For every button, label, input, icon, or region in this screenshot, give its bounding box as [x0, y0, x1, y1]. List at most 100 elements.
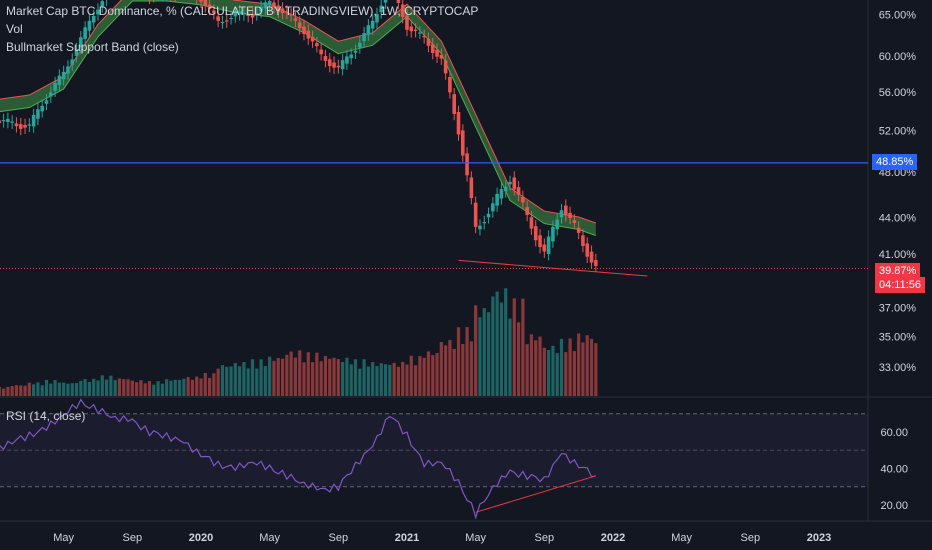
candle-body — [478, 225, 482, 230]
candle-body — [379, 5, 384, 13]
candle-body — [18, 124, 23, 129]
volume-bar — [551, 345, 555, 396]
volume-bar — [444, 345, 448, 396]
rsi-divergence-line — [475, 475, 596, 513]
x-tick-label-4: Sep — [329, 532, 349, 544]
volume-bar — [516, 322, 521, 396]
candle-body — [353, 50, 358, 53]
candle-body — [418, 32, 422, 34]
candle-body — [203, 0, 208, 7]
candle-body — [503, 186, 508, 192]
candle-body — [581, 235, 585, 246]
candle-body — [224, 20, 229, 22]
candle-body — [66, 66, 70, 74]
candle-body — [409, 26, 414, 32]
candle-body — [452, 94, 457, 114]
volume-bar — [117, 378, 122, 396]
volume-legend[interactable]: Vol — [6, 22, 23, 36]
candle-body — [250, 14, 255, 18]
price-tick-label-4: 48.00% — [879, 167, 917, 179]
volume-bar — [190, 379, 195, 396]
volume-bar — [70, 383, 74, 396]
volume-bar — [156, 381, 160, 396]
candle-body — [366, 25, 371, 35]
candle-body — [267, 0, 272, 6]
volume-bar — [456, 327, 461, 396]
volume-bar — [336, 359, 340, 396]
volume-bar — [529, 334, 534, 396]
rsi-legend[interactable]: RSI (14, close) — [6, 409, 86, 423]
volume-bar — [113, 380, 117, 396]
volume-bars — [0, 288, 598, 396]
volume-bar — [585, 335, 589, 396]
candle-body — [332, 62, 336, 68]
candle-body — [289, 14, 293, 16]
candle-body — [310, 36, 315, 42]
volume-bar — [306, 352, 310, 396]
volume-bar — [525, 344, 529, 396]
volume-bar — [538, 336, 542, 396]
candle-body — [473, 202, 478, 227]
rsi-tick-label-0: 60.00 — [880, 427, 908, 439]
x-tick-label-5: 2021 — [395, 532, 419, 544]
candle-body — [465, 153, 469, 176]
candle-body — [44, 100, 49, 104]
support-trendline — [458, 259, 648, 277]
volume-bar — [366, 366, 370, 396]
chart-title-legend[interactable]: Market Cap BTC Dominance, % (CALCULATED … — [6, 4, 479, 18]
volume-bar — [392, 362, 396, 396]
candle-body — [563, 205, 568, 216]
volume-bar — [19, 385, 23, 396]
candle-body — [594, 260, 598, 266]
volume-bar — [474, 305, 478, 396]
candle-body — [422, 35, 426, 38]
volume-bar — [32, 384, 36, 396]
candle-body — [529, 217, 534, 229]
x-tick-label-3: May — [259, 532, 280, 544]
volume-bar — [1, 388, 6, 396]
volume-bar — [341, 361, 345, 396]
support-band-legend[interactable]: Bullmarket Support Band (close) — [6, 40, 179, 54]
candle-body — [538, 235, 542, 248]
candle-body — [220, 22, 225, 24]
volume-bar — [100, 375, 104, 396]
candle-body — [1, 120, 6, 122]
volume-bar — [362, 359, 366, 396]
candle-body — [91, 15, 96, 23]
volume-bar — [478, 317, 482, 396]
volume-bar — [495, 291, 499, 396]
x-tick-label-11: 2023 — [807, 532, 831, 544]
candle-body — [572, 220, 577, 223]
volume-bar — [207, 377, 212, 396]
candle-body — [555, 219, 560, 230]
candle-body — [508, 181, 512, 185]
candle-body — [315, 43, 319, 47]
volume-bar — [285, 354, 289, 396]
volume-bar — [293, 357, 298, 396]
candle-body — [521, 196, 525, 203]
candle-body — [263, 2, 268, 9]
volume-bar — [315, 352, 319, 396]
volume-bar — [486, 312, 491, 396]
volume-bar — [122, 379, 126, 396]
candle-body — [57, 75, 62, 85]
volume-bar — [581, 342, 585, 396]
candle-body — [23, 124, 27, 128]
volume-bar — [10, 386, 14, 396]
volume-bar — [104, 379, 109, 396]
volume-bar — [452, 348, 456, 396]
volume-bar — [233, 363, 237, 396]
volume-bar — [396, 366, 401, 396]
candle-body — [0, 120, 2, 124]
volume-bar — [126, 379, 130, 396]
candle-body — [53, 83, 57, 91]
candle-body — [6, 118, 10, 122]
volume-bar — [547, 349, 551, 396]
volume-bar — [405, 364, 409, 396]
volume-bar — [109, 375, 113, 396]
volume-bar — [435, 353, 439, 396]
candle-body — [216, 16, 220, 21]
candle-body — [525, 207, 529, 215]
volume-bar — [87, 381, 92, 396]
